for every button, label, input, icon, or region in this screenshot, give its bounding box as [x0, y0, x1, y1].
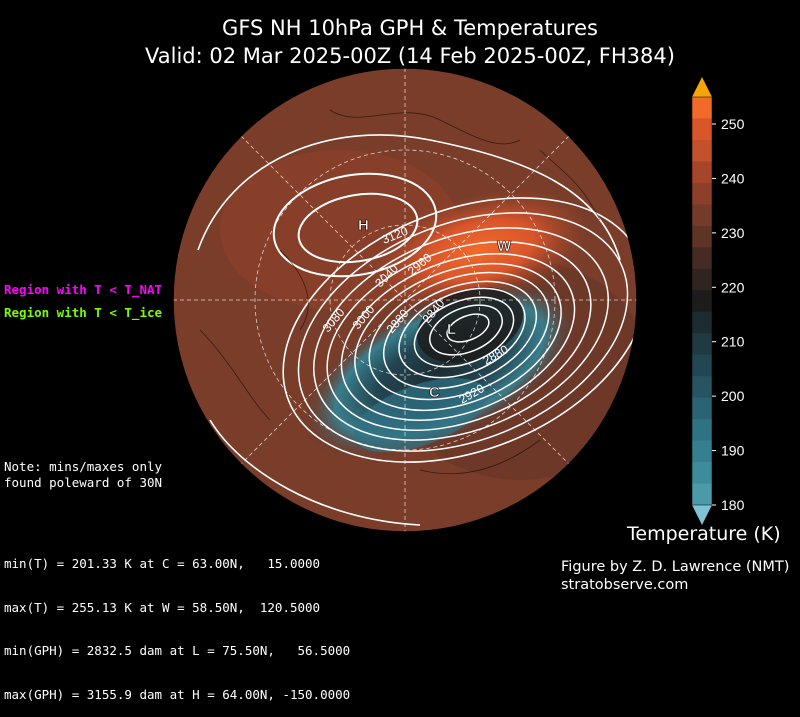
- colorbar-segment: [692, 462, 712, 485]
- marker-low: L: [447, 321, 456, 338]
- chart-title-line2: Valid: 02 Mar 2025-00Z (14 Feb 2025-00Z,…: [145, 44, 675, 68]
- colorbar-segment: [692, 397, 712, 420]
- legend-nat-label: Region with T < T_NAT: [4, 282, 163, 297]
- colorbar-segment: [692, 139, 712, 162]
- map-disk: [173, 68, 637, 532]
- colorbar-segment: [692, 247, 712, 270]
- colorbar-segment: [692, 290, 712, 313]
- polar-map-figure: H L W C 3120 3080 3040 2960 3000 2880 28…: [172, 67, 745, 533]
- stat-max-temperature: max(T) = 255.13 K at W = 58.50N, 120.500…: [4, 599, 321, 615]
- colorbar-segment: [692, 311, 712, 334]
- colorbar-segment: [692, 419, 712, 442]
- colorbar-segment: [692, 483, 712, 506]
- colorbar-extend-bottom: [692, 505, 712, 525]
- colorbar-segment: [692, 333, 712, 356]
- colorbar-tick-label: 250: [721, 116, 745, 132]
- credit-website: stratobserve.com: [561, 577, 689, 593]
- chart-title-line1: GFS NH 10hPa GPH & Temperatures: [222, 16, 598, 40]
- colorbar-segment: [692, 204, 712, 227]
- colorbar-segment: [692, 161, 712, 184]
- colorbar-segment: [692, 225, 712, 248]
- stat-min-gph: min(GPH) = 2832.5 dam at L = 75.50N, 56.…: [4, 643, 351, 658]
- extrema-markers: H L W C: [358, 217, 513, 402]
- colorbar-segment: [692, 97, 712, 119]
- map-border: [172, 67, 638, 533]
- colorbar-tick-label: 220: [721, 279, 745, 295]
- extrema-stats: min(T) = 201.33 K at C = 63.00N, 15.0000…: [4, 528, 350, 717]
- colorbar-extend-top: [692, 77, 712, 97]
- colorbar-tick-label: 210: [721, 334, 745, 350]
- colorbar-segment: [692, 118, 712, 141]
- marker-cold: C: [429, 384, 440, 401]
- colorbar-tick-label: 240: [721, 170, 745, 186]
- graticule: [173, 68, 637, 532]
- colorbar-segment: [692, 354, 712, 377]
- extrema-note: Note: mins/maxes only found poleward of …: [4, 459, 163, 490]
- marker-high: H: [358, 217, 369, 234]
- coastlines: [199, 109, 601, 475]
- colorbar-segment: [692, 440, 712, 463]
- legend-ice-label: Region with T < T_ice: [4, 305, 163, 320]
- figure-credit: Figure by Z. D. Lawrence (NMT) stratobse…: [561, 558, 789, 594]
- colorbar-tick-label: 190: [721, 443, 745, 459]
- colorbar-segment: [692, 268, 712, 291]
- colorbar-tick-label: 200: [721, 388, 745, 404]
- colorbar-tick-label: 230: [721, 225, 745, 241]
- stat-max-gph: max(GPH) = 3155.9 dam at H = 64.00N, -15…: [4, 686, 351, 702]
- colorbar-label: Temperature (K): [627, 523, 781, 545]
- colorbar-segment: [692, 376, 712, 399]
- colorbar-tick-label: 180: [721, 497, 745, 513]
- colorbar: 250 240 230 220 210 200 190 180: [691, 77, 745, 525]
- gph-contours: [197, 134, 637, 526]
- credit-author: Figure by Z. D. Lawrence (NMT): [561, 559, 790, 575]
- marker-warm: W: [497, 238, 512, 255]
- stat-min-temperature: min(T) = 201.33 K at C = 63.00N, 15.0000: [4, 556, 321, 571]
- colorbar-segment: [692, 182, 712, 205]
